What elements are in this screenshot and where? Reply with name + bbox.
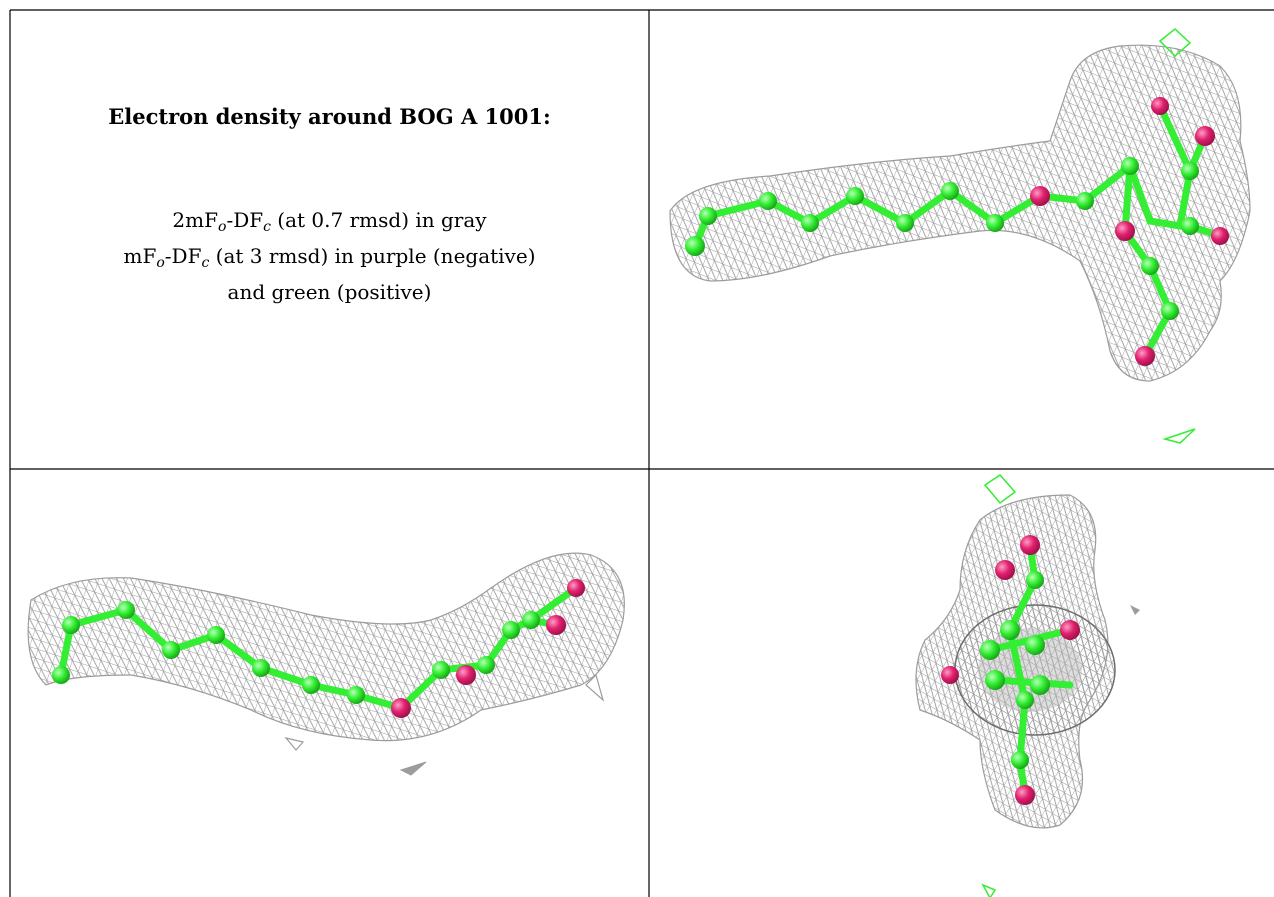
- positive-density-blob: [1162, 428, 1196, 444]
- ligand-atoms: [52, 579, 585, 718]
- legend-line-mfo: mFo-DFc (at 3 rmsd) in purple (negative): [123, 244, 536, 271]
- positive-density-blob: [981, 883, 997, 897]
- caption-title: Electron density around BOG A 1001:: [108, 104, 551, 129]
- legend-line-green: and green (positive): [227, 280, 432, 304]
- density-view-top-right: [650, 11, 1274, 469]
- caption-cell: Electron density around BOG A 1001: 2mFo…: [10, 10, 649, 469]
- ligand-atoms: [685, 97, 1229, 366]
- mesh-surface: [27, 552, 625, 742]
- positive-density-blob: [1158, 28, 1192, 58]
- positive-density-blob: [983, 474, 1017, 505]
- density-view-bottom-right: [650, 470, 1274, 897]
- mesh-surface: [669, 44, 1251, 382]
- legend-line-2mfo: 2mFo-DFc (at 0.7 rmsd) in gray: [172, 208, 487, 235]
- ligand-atoms: [941, 535, 1080, 805]
- density-view-bottom-left: [11, 470, 649, 897]
- caption-legend: 2mFo-DFc (at 0.7 rmsd) in gray mFo-DFc (…: [10, 206, 649, 307]
